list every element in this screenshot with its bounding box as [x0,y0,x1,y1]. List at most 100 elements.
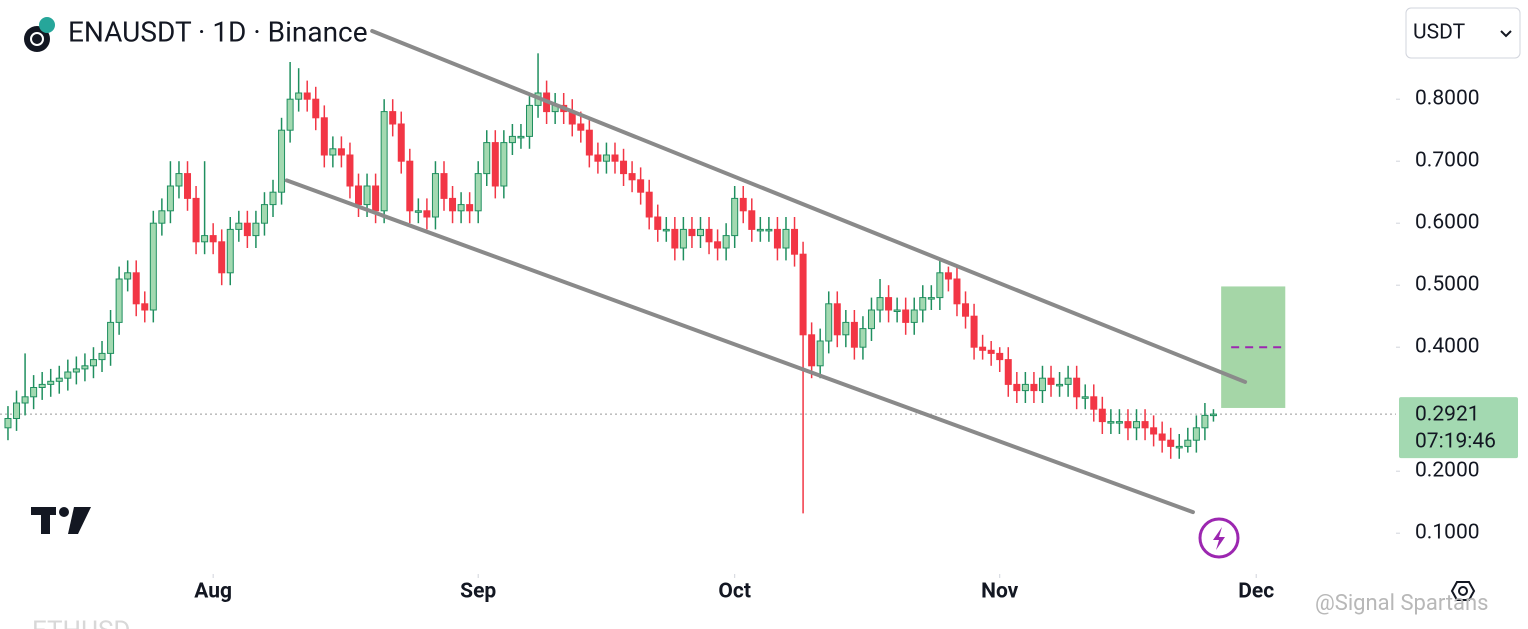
candle-body [124,272,132,280]
candle-body [825,303,833,342]
candle-body [115,278,123,323]
candle-body [910,309,918,323]
alert-icon[interactable] [1198,517,1240,559]
candle-body [72,368,80,373]
candle-body [47,380,55,385]
x-tick-label: Aug [194,580,232,604]
candle-body [944,272,952,280]
candle-body [1133,421,1141,429]
candle-body [474,173,482,212]
candle-body [756,228,764,232]
y-tick-label: 0.8000 [1415,87,1480,111]
candle-body [355,185,363,206]
candle-body [329,148,337,156]
candle-body [278,129,286,193]
candle-body [141,303,149,311]
candle-body [637,179,645,193]
candle-body [585,129,593,156]
chart-title: ENAUSDT · 1D · Binance [68,15,368,48]
candle-body [1047,377,1055,385]
candle-body [175,173,183,187]
candle-body [166,185,174,212]
candle-body [602,154,610,162]
candle-body [226,228,234,274]
candle-body [1184,439,1192,447]
candle-body [970,315,978,348]
candle-body [389,111,397,125]
candle-body [346,154,354,187]
candle-body [620,160,628,175]
candle-body [748,210,756,230]
candle-body [1021,383,1029,392]
candle-body [1013,383,1021,392]
candle-body [962,303,970,317]
candle-body [611,154,619,162]
candle-body [269,191,277,206]
candle-body [1004,359,1012,385]
candle-body [431,173,439,218]
candle-body [679,228,687,249]
candle-body [149,222,157,311]
candle-body [1124,421,1132,429]
trendline [370,29,1248,384]
candle-body [132,272,140,305]
candle-body [1030,383,1038,392]
y-tick-label: 0.6000 [1415,211,1480,235]
candle-body [440,173,448,199]
y-tick-label: 0.7000 [1415,149,1480,173]
candle-body [671,228,679,249]
candle-body [30,387,38,398]
plot [0,29,1400,578]
candle-body [397,123,405,162]
candle-body [645,191,653,218]
candle-body [81,365,89,370]
candle-body [466,204,474,212]
candle-body [799,253,807,336]
candle-body [312,98,320,119]
candle-body [1090,396,1098,410]
candle-body [13,402,21,419]
candle-body [731,197,739,237]
watermark: @Signal Spartans [1315,591,1489,616]
dropdown-arrow[interactable] [1500,30,1512,38]
candle-body [816,340,824,367]
trendline [284,178,1195,515]
candle-body [1038,377,1046,392]
candle-body [1056,383,1064,387]
candle-body [517,135,525,139]
candle-body [55,377,63,382]
candle-body [1115,421,1123,424]
candle-body [833,303,841,336]
candle-body [491,142,499,187]
candle-body [201,235,209,243]
candle-body [525,104,533,137]
candle-body [64,371,72,379]
candle-body [209,235,217,243]
candle-body [867,309,875,330]
x-tick-label: Nov [981,580,1019,604]
candle-body [876,297,884,311]
candle-body [21,396,29,404]
settings-icon[interactable] [1450,581,1476,601]
candle-body [919,297,927,311]
candle-body [380,111,388,212]
candle-body [483,142,491,175]
candle-body [158,210,166,224]
candle-body [4,418,12,429]
candle-body [1064,377,1072,385]
last-price-badge [1399,397,1518,459]
candle-body [705,228,713,243]
candle-body [1158,433,1166,441]
candle-body [1073,377,1081,398]
currency-label[interactable]: USDT [1413,21,1466,45]
currency-dropdown[interactable]: USDT [1405,7,1521,59]
candle-body [457,204,465,212]
candle-body [252,222,260,237]
candle-body [449,197,457,212]
candle-body [1209,413,1217,417]
candle-body [850,321,858,348]
candle-body [808,334,816,367]
y-tick-label: 0.4000 [1415,335,1480,359]
candle-body [953,278,961,305]
